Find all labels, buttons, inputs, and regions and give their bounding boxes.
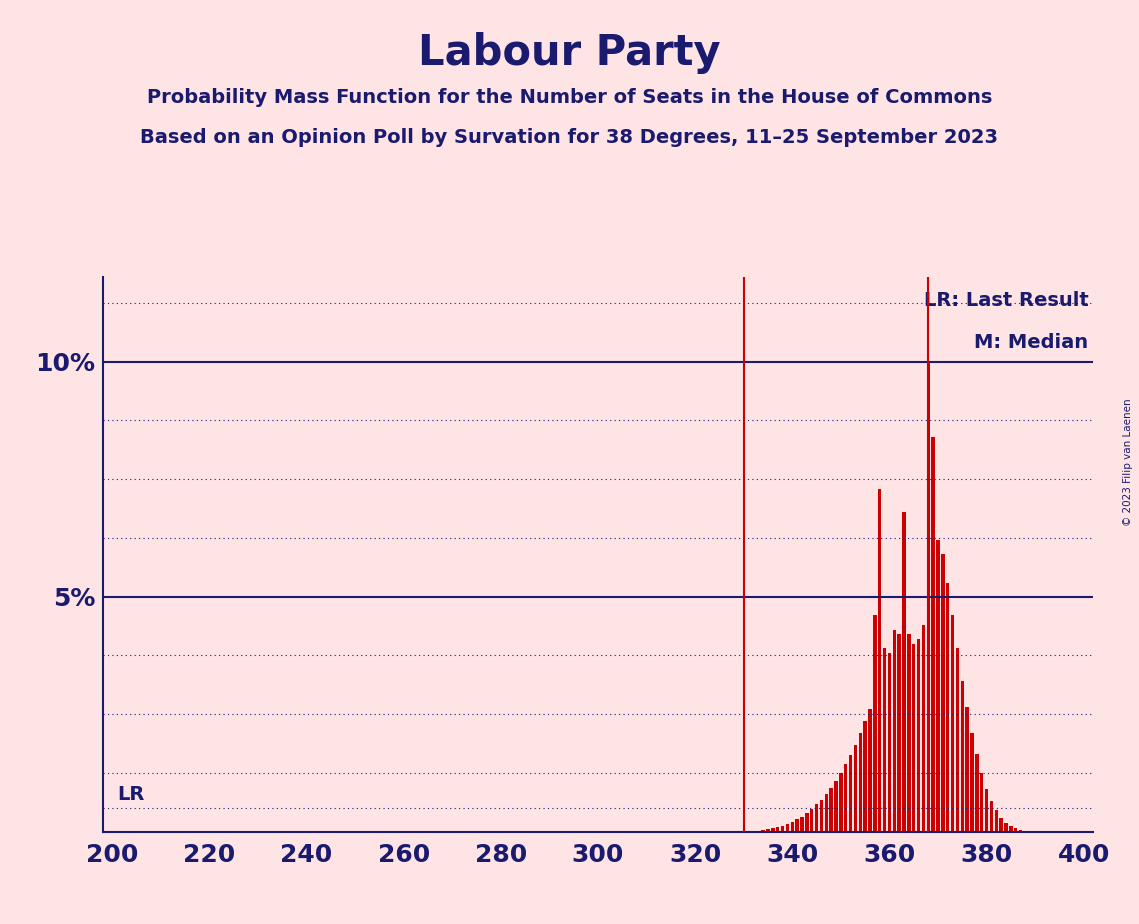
Bar [849, 755, 852, 832]
Bar [887, 653, 891, 832]
Bar [921, 625, 925, 832]
Bar [1019, 830, 1023, 832]
Bar [941, 554, 944, 832]
Bar [966, 707, 969, 832]
Bar [1005, 822, 1008, 832]
Bar [936, 541, 940, 832]
Text: M: Median: M: Median [974, 333, 1089, 352]
Bar [762, 830, 764, 832]
Bar [907, 634, 910, 832]
Bar [776, 827, 779, 832]
Bar [1009, 826, 1013, 832]
Bar [980, 772, 983, 832]
Bar [820, 799, 823, 832]
Text: Probability Mass Function for the Number of Seats in the House of Commons: Probability Mass Function for the Number… [147, 88, 992, 107]
Bar [951, 615, 954, 832]
Bar [947, 583, 950, 832]
Bar [898, 634, 901, 832]
Bar [771, 828, 775, 832]
Bar [970, 733, 974, 832]
Text: Based on an Opinion Poll by Survation for 38 Degrees, 11–25 September 2023: Based on an Opinion Poll by Survation fo… [140, 128, 999, 147]
Bar [839, 772, 843, 832]
Bar [814, 805, 818, 832]
Bar [1014, 828, 1017, 832]
Text: Labour Party: Labour Party [418, 32, 721, 74]
Bar [825, 794, 828, 832]
Bar [781, 826, 785, 832]
Bar [927, 362, 929, 832]
Bar [917, 639, 920, 832]
Bar [790, 822, 794, 832]
Text: LR: LR [117, 785, 145, 805]
Bar [990, 801, 993, 832]
Bar [902, 512, 906, 832]
Bar [878, 489, 882, 832]
Bar [863, 722, 867, 832]
Bar [767, 829, 770, 832]
Bar [999, 818, 1002, 832]
Bar [1024, 831, 1027, 832]
Bar [975, 754, 978, 832]
Text: LR: Last Result: LR: Last Result [924, 291, 1089, 310]
Bar [805, 813, 809, 832]
Bar [868, 710, 871, 832]
Bar [874, 615, 877, 832]
Bar [985, 789, 989, 832]
Bar [795, 820, 798, 832]
Text: © 2023 Filip van Laenen: © 2023 Filip van Laenen [1123, 398, 1133, 526]
Bar [883, 649, 886, 832]
Bar [912, 644, 916, 832]
Bar [994, 810, 998, 832]
Bar [801, 817, 804, 832]
Bar [829, 788, 833, 832]
Bar [859, 733, 862, 832]
Bar [893, 629, 896, 832]
Bar [834, 781, 837, 832]
Bar [956, 649, 959, 832]
Bar [810, 809, 813, 832]
Bar [932, 437, 935, 832]
Bar [786, 824, 789, 832]
Bar [854, 745, 858, 832]
Bar [960, 681, 964, 832]
Bar [844, 764, 847, 832]
